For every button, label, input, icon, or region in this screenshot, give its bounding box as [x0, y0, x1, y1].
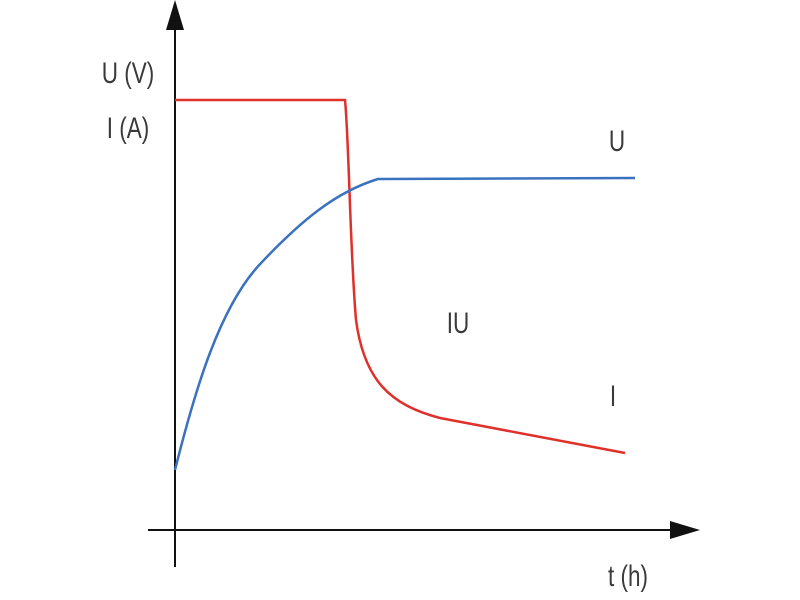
current-label: I	[610, 379, 616, 413]
y-axis-label: U (V)	[102, 56, 154, 90]
y-axis-arrow	[166, 0, 184, 30]
y-axis-label: I (A)	[107, 111, 149, 145]
voltage-curve	[173, 176, 636, 471]
x-axis-label: t (h)	[608, 559, 648, 593]
x-axis-arrow	[670, 521, 700, 539]
voltage-label: U	[609, 124, 625, 158]
current-curve	[175, 98, 626, 455]
mode-label: IU	[447, 306, 469, 340]
